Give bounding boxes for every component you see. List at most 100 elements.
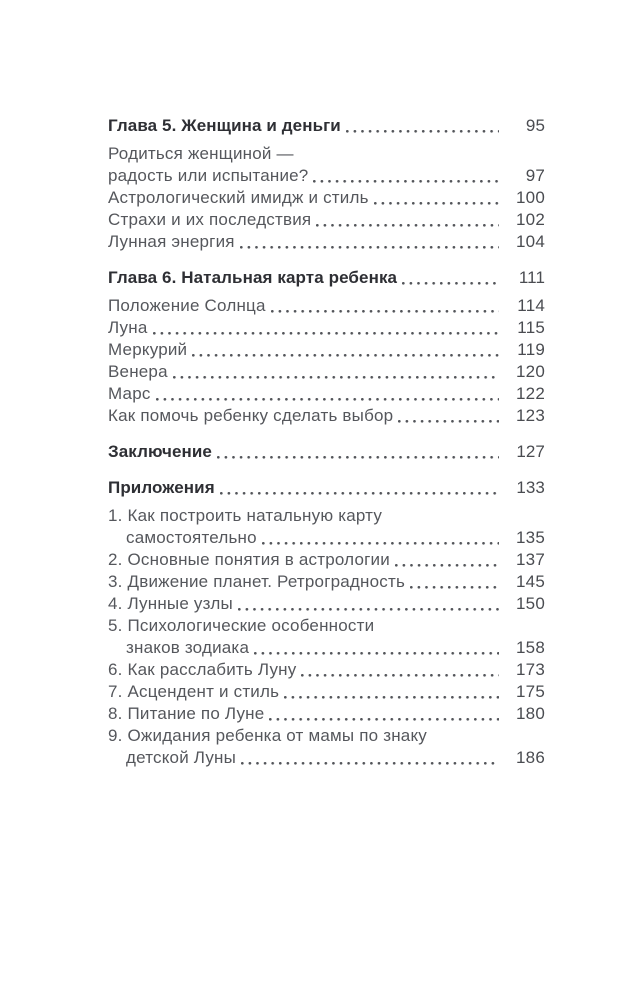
page-number: 102 xyxy=(516,210,545,229)
toc-item-row: 5. Психологические особенности xyxy=(108,615,545,637)
chapter-heading-row: Приложения 133 xyxy=(108,477,545,499)
page-number: 186 xyxy=(516,748,545,767)
page-number: 173 xyxy=(516,660,545,679)
dot-leader xyxy=(410,585,499,589)
toc-item-label: 3. Движение планет. Ретроградность xyxy=(108,572,406,591)
toc-item-row: 9. Ожидания ребенка от мамы по знаку xyxy=(108,725,545,747)
dot-leader xyxy=(345,129,499,133)
dot-leader xyxy=(316,223,499,227)
dot-leader xyxy=(239,245,499,249)
toc-item-row: 1. Как построить натальную карту xyxy=(108,505,545,527)
toc-item-row: Меркурий 119 xyxy=(108,339,545,361)
toc-item-continuation-row: знаков зодиака 158 xyxy=(108,637,545,659)
toc-item-row: 3. Движение планет. Ретроградность 145 xyxy=(108,571,545,593)
dot-leader xyxy=(241,761,499,765)
page-number: 104 xyxy=(516,232,545,251)
toc-item-row: 7. Асцендент и стиль 175 xyxy=(108,681,545,703)
toc-item-label: 4. Лунные узлы xyxy=(108,594,233,613)
toc-item-label: 1. Как построить натальную карту xyxy=(108,506,383,525)
dot-leader xyxy=(313,179,499,183)
toc-item-row: Венера 120 xyxy=(108,361,545,383)
page-number: 114 xyxy=(517,296,545,315)
dot-leader xyxy=(269,717,499,721)
toc-item-label: Как помочь ребенку сделать выбор xyxy=(108,406,394,425)
toc-item-label: 5. Психологические особенности xyxy=(108,616,375,635)
dot-leader xyxy=(217,455,499,459)
page-number: 115 xyxy=(517,318,545,337)
page-number: 120 xyxy=(516,362,545,381)
dot-leader xyxy=(237,607,499,611)
dot-leader xyxy=(402,281,499,285)
dot-leader xyxy=(394,563,499,567)
dot-leader xyxy=(172,375,499,379)
toc-item-label: Венера xyxy=(108,362,168,381)
chapter-heading-row: Заключение 127 xyxy=(108,441,545,463)
dot-leader xyxy=(398,419,499,423)
toc-item-row: 6. Как расслабить Луну 173 xyxy=(108,659,545,681)
page-number: 119 xyxy=(517,340,545,359)
toc-item-label: знаков зодиака xyxy=(126,638,250,657)
chapter-heading-label: Глава 5. Женщина и деньги xyxy=(108,116,341,135)
toc-item-row: Родиться женщиной — xyxy=(108,143,545,165)
page-number: 135 xyxy=(516,528,545,547)
dot-leader xyxy=(219,491,499,495)
page-number: 133 xyxy=(516,478,545,497)
dot-leader xyxy=(254,651,499,655)
dot-leader xyxy=(373,201,499,205)
toc-section: Приложения 133 1. Как построить натальную … xyxy=(108,477,545,769)
page-number: 137 xyxy=(516,550,545,569)
toc-item-label: 2. Основные понятия в астрологии xyxy=(108,550,390,569)
chapter-heading-row: Глава 5. Женщина и деньги 95 xyxy=(108,115,545,137)
page-number: 175 xyxy=(516,682,545,701)
toc-item-continuation-row: самостоятельно 135 xyxy=(108,527,545,549)
toc-item-row: Луна 115 xyxy=(108,317,545,339)
dot-leader xyxy=(301,673,499,677)
toc-item-label: 9. Ожидания ребенка от мамы по знаку xyxy=(108,726,427,745)
toc-item-label: Луна xyxy=(108,318,148,337)
page-number: 127 xyxy=(516,442,545,461)
toc-item-label: 6. Как расслабить Луну xyxy=(108,660,297,679)
toc-item-row: Как помочь ребенку сделать выбор 123 xyxy=(108,405,545,427)
toc-item-label: Родиться женщиной — xyxy=(108,144,294,163)
page-number: 111 xyxy=(518,268,545,287)
toc-section: Глава 6. Натальная карта ребенка 111 Полож… xyxy=(108,267,545,427)
toc-item-label: Положение Солнца xyxy=(108,296,266,315)
dot-leader xyxy=(152,331,499,335)
table-of-contents: Глава 5. Женщина и деньги 95 Родиться женщ… xyxy=(108,115,545,769)
toc-item-row: Страхи и их последствия 102 xyxy=(108,209,545,231)
dot-leader xyxy=(155,397,499,401)
page-number: 122 xyxy=(516,384,545,403)
toc-section: Глава 5. Женщина и деньги 95 Родиться женщ… xyxy=(108,115,545,253)
toc-item-label: 8. Питание по Луне xyxy=(108,704,265,723)
toc-section: Заключение 127 xyxy=(108,441,545,463)
page-number: 95 xyxy=(525,116,545,135)
toc-item-row: 2. Основные понятия в астрологии 137 xyxy=(108,549,545,571)
dot-leader xyxy=(284,695,499,699)
dot-leader xyxy=(192,353,499,357)
dot-leader xyxy=(270,309,499,313)
toc-item-label: Астрологический имидж и стиль xyxy=(108,188,369,207)
toc-item-row: Лунная энергия 104 xyxy=(108,231,545,253)
chapter-heading-row: Глава 6. Натальная карта ребенка 111 xyxy=(108,267,545,289)
toc-item-label: Марс xyxy=(108,384,151,403)
toc-item-label: детской Луны xyxy=(126,748,237,767)
page-number: 150 xyxy=(516,594,545,613)
page-number: 145 xyxy=(516,572,545,591)
toc-item-label: радость или испытание? xyxy=(108,166,309,185)
page-number: 180 xyxy=(516,704,545,723)
dot-leader xyxy=(261,541,499,545)
chapter-heading-label: Приложения xyxy=(108,478,215,497)
toc-item-label: 7. Асцендент и стиль xyxy=(108,682,280,701)
page-number: 100 xyxy=(516,188,545,207)
page-number: 158 xyxy=(516,638,545,657)
toc-item-label: Страхи и их последствия xyxy=(108,210,312,229)
page-number: 97 xyxy=(525,166,545,185)
toc-item-row: Марс 122 xyxy=(108,383,545,405)
toc-item-row: Астрологический имидж и стиль 100 xyxy=(108,187,545,209)
page-number: 123 xyxy=(516,406,545,425)
toc-item-label: Меркурий xyxy=(108,340,188,359)
toc-item-label: самостоятельно xyxy=(126,528,257,547)
chapter-heading-label: Глава 6. Натальная карта ребенка xyxy=(108,268,398,287)
chapter-heading-label: Заключение xyxy=(108,442,212,461)
